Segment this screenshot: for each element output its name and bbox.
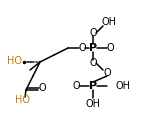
Text: OH: OH (115, 81, 130, 91)
Text: P: P (89, 81, 97, 91)
Text: OH: OH (86, 99, 100, 109)
Text: HO: HO (14, 95, 29, 105)
Text: O: O (78, 43, 86, 53)
Text: O: O (106, 43, 114, 53)
Text: P: P (89, 43, 97, 53)
Text: O: O (72, 81, 80, 91)
Text: O: O (89, 58, 97, 68)
Text: O: O (103, 68, 111, 78)
Text: OH: OH (102, 17, 116, 27)
Text: O: O (38, 83, 46, 93)
Text: O: O (89, 28, 97, 38)
Text: HO: HO (7, 56, 21, 66)
